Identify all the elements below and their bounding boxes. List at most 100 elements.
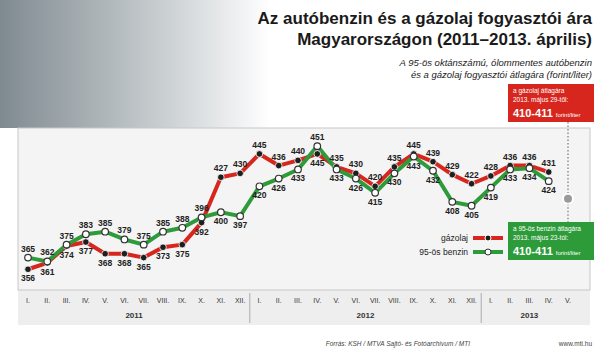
legend-marker — [485, 235, 491, 241]
x-tick-label: X. — [198, 297, 205, 304]
data-label: 365 — [137, 262, 151, 272]
x-tick-label: V. — [565, 297, 571, 304]
point — [44, 258, 51, 265]
data-label: 374 — [59, 250, 73, 260]
point — [468, 180, 475, 187]
x-tick-label: V. — [334, 297, 340, 304]
data-label: 365 — [21, 244, 35, 254]
point — [372, 190, 379, 197]
x-tick-label: IX. — [409, 297, 418, 304]
series-line — [28, 154, 549, 269]
website: www.mti.hu — [558, 340, 593, 347]
data-label: 422 — [464, 170, 478, 180]
x-tick-label: IV. — [313, 297, 321, 304]
data-label: 431 — [542, 158, 556, 168]
data-label: 373 — [156, 251, 170, 261]
annotation-box — [508, 84, 594, 122]
annotation-box — [508, 222, 594, 260]
point — [430, 167, 437, 174]
data-label: 451 — [310, 132, 324, 142]
data-label: 405 — [464, 210, 478, 220]
point — [295, 166, 302, 173]
subtitle: A 95-ös oktánszámú, ólommentes autóbenzi… — [399, 57, 592, 68]
point — [449, 199, 456, 206]
x-tick-label: II. — [44, 297, 50, 304]
point — [391, 170, 398, 177]
x-tick-label: III. — [526, 297, 534, 304]
point — [102, 250, 109, 257]
point — [430, 158, 437, 165]
data-label: 434 — [522, 172, 536, 182]
photo — [0, 0, 270, 128]
legend-label: gázolaj — [441, 233, 468, 243]
point — [295, 157, 302, 164]
x-tick-label: VIII. — [157, 297, 170, 304]
data-label: 433 — [291, 173, 305, 183]
point — [275, 175, 282, 182]
point — [179, 224, 186, 231]
data-label: 375 — [175, 249, 189, 259]
data-label: 383 — [79, 220, 93, 230]
annotation-value: 410-411forint/liter — [513, 245, 580, 257]
x-tick-label: X. — [430, 297, 437, 304]
point — [314, 143, 321, 150]
data-label: 385 — [98, 218, 112, 228]
point — [63, 241, 70, 248]
data-label: 440 — [291, 146, 305, 156]
point — [218, 174, 225, 181]
year-label: 2011 — [125, 311, 143, 320]
data-label: 445 — [310, 158, 324, 168]
x-tick-label: VII. — [138, 297, 149, 304]
x-tick-label: I. — [26, 297, 30, 304]
annotation-point — [563, 194, 573, 204]
data-label: 368 — [117, 258, 131, 268]
data-label: 396 — [194, 203, 208, 213]
x-tick-label: III. — [294, 297, 302, 304]
annotation-unit: forint/liter — [556, 112, 581, 118]
data-label: 435 — [387, 153, 401, 163]
data-label: 392 — [194, 227, 208, 237]
point — [545, 169, 552, 176]
x-tick-label: XII. — [235, 297, 246, 304]
point — [102, 228, 109, 235]
point — [410, 153, 417, 160]
point — [140, 241, 147, 248]
data-label: 420 — [368, 172, 382, 182]
point — [275, 162, 282, 169]
point — [507, 166, 514, 173]
x-tick-label: VI. — [352, 297, 361, 304]
data-label: 400 — [214, 216, 228, 226]
point — [488, 184, 495, 191]
point — [449, 171, 456, 178]
data-label: 420 — [252, 190, 266, 200]
point — [545, 178, 552, 185]
year-label: 2012 — [357, 311, 375, 320]
year-separator — [481, 293, 482, 323]
x-tick-label: XI. — [448, 297, 457, 304]
annotation-value: 410-411forint/liter — [513, 107, 580, 119]
data-label: 435 — [329, 153, 343, 163]
data-label: 436 — [522, 152, 536, 162]
data-label: 356 — [21, 273, 35, 283]
point — [160, 244, 167, 251]
point — [488, 173, 495, 180]
point — [121, 250, 128, 257]
data-label: 408 — [445, 206, 459, 216]
legend-marker — [485, 249, 491, 255]
point — [372, 183, 379, 190]
x-tick-label: IX. — [178, 297, 187, 304]
data-label: 385 — [156, 218, 170, 228]
x-tick-label: II. — [276, 297, 282, 304]
x-tick-label: I. — [257, 297, 261, 304]
data-label: 424 — [542, 185, 556, 195]
data-label: 429 — [445, 161, 459, 171]
annotation-value-label: 410-411 — [513, 107, 553, 119]
x-tick-label: III. — [63, 297, 71, 304]
x-tick-label: VI. — [120, 297, 129, 304]
annotation-unit: forint/liter — [556, 250, 581, 256]
point — [468, 202, 475, 209]
data-label: 428 — [484, 162, 498, 172]
data-label: 445 — [407, 140, 421, 150]
point — [353, 175, 360, 182]
x-tick-label: IV. — [82, 297, 90, 304]
